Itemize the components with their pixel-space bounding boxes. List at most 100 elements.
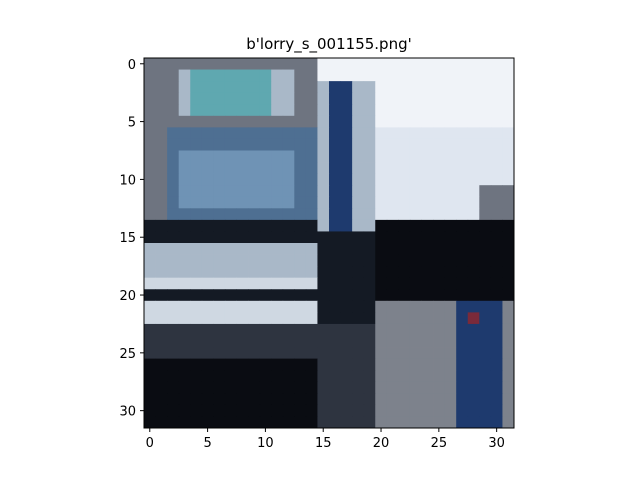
pixel-cell (456, 404, 469, 417)
pixel-cell (190, 416, 203, 429)
pixel-cell (305, 58, 318, 70)
pixel-cell (456, 335, 469, 348)
pixel-cell (167, 92, 180, 105)
pixel-cell (456, 138, 469, 151)
pixel-cell (352, 81, 365, 94)
pixel-cell (201, 219, 214, 232)
pixel-cell (467, 335, 480, 348)
pixel-cell (490, 115, 503, 128)
pixel-cell (259, 289, 272, 302)
pixel-cell (363, 231, 376, 244)
pixel-cell (294, 381, 307, 394)
pixel-cell (409, 416, 422, 429)
pixel-cell (352, 104, 365, 117)
pixel-cell (398, 81, 411, 94)
pixel-cell (282, 127, 295, 140)
pixel-cell (409, 92, 422, 105)
pixel-cell (224, 381, 237, 394)
pixel-cell (201, 185, 214, 198)
pixel-cell (317, 162, 330, 175)
pixel-cell (155, 196, 168, 209)
pixel-cell (479, 300, 492, 313)
pixel-cell (305, 69, 318, 82)
pixel-cell (421, 358, 434, 371)
pixel-cell (433, 416, 446, 429)
pixel-cell (224, 92, 237, 105)
pixel-cell (479, 138, 492, 151)
pixel-cell (190, 254, 203, 267)
pixel-cell (421, 416, 434, 429)
pixel-cell (144, 104, 156, 117)
pixel-cell (433, 347, 446, 360)
pixel-cell (282, 370, 295, 383)
pixel-cell (409, 231, 422, 244)
pixel-cell (363, 358, 376, 371)
pixel-cell (456, 104, 469, 117)
pixel-cell (352, 300, 365, 313)
pixel-cell (352, 185, 365, 198)
pixel-cell (317, 104, 330, 117)
pixel-cell (479, 335, 492, 348)
pixel-cell (317, 266, 330, 279)
pixel-cell (456, 173, 469, 186)
pixel-cell (479, 58, 492, 70)
pixel-cell (433, 231, 446, 244)
pixel-cell (248, 92, 261, 105)
pixel-cell (375, 81, 388, 94)
x-tick-label: 5 (203, 436, 211, 451)
pixel-cell (421, 127, 434, 140)
pixel-cell (444, 370, 457, 383)
pixel-cell (421, 393, 434, 406)
pixel-cell (317, 312, 330, 325)
pixel-cell (271, 266, 284, 279)
pixel-cell (502, 115, 515, 128)
pixel-cell (329, 69, 341, 82)
pixel-cell (502, 208, 515, 221)
pixel-cell (201, 335, 214, 348)
pixel-cell (155, 81, 168, 94)
pixel-cell (409, 81, 422, 94)
pixel-cell (502, 323, 515, 336)
pixel-cell (201, 69, 214, 82)
pixel-cell (329, 92, 341, 105)
pixel-cell (178, 196, 191, 209)
pixel-cell (305, 370, 318, 383)
pixel-cell (375, 150, 388, 163)
pixel-cell (490, 173, 503, 186)
pixel-cell (167, 381, 180, 394)
pixel-cell (213, 358, 226, 371)
pixel-cell (190, 323, 203, 336)
pixel-cell (294, 335, 307, 348)
pixel-cell (236, 196, 249, 209)
pixel-cell (282, 300, 295, 313)
pixel-cell (282, 138, 295, 151)
pixel-cell (502, 243, 515, 255)
pixel-cell (456, 92, 469, 105)
pixel-cell (282, 243, 295, 255)
pixel-cell (352, 243, 365, 255)
pixel-cell (329, 150, 341, 163)
pixel-cell (352, 335, 365, 348)
pixel-cell (340, 254, 353, 267)
pixel-cell (329, 162, 341, 175)
pixel-cell (259, 81, 272, 94)
pixel-cell (178, 347, 191, 360)
pixel-cell (224, 115, 237, 128)
pixel-cell (144, 196, 156, 209)
pixel-cell (479, 254, 492, 267)
pixel-cell (155, 393, 168, 406)
pixel-cell (144, 254, 156, 267)
pixel-cell (236, 231, 249, 244)
pixel-cell (271, 104, 284, 117)
pixel-cell (213, 162, 226, 175)
pixel-cell (456, 219, 469, 232)
pixel-cell (248, 277, 261, 290)
pixel-cell (386, 335, 399, 348)
pixel-cell (294, 243, 307, 255)
pixel-cell (363, 219, 376, 232)
pixel-cell (224, 104, 237, 117)
pixel-cell (502, 138, 515, 151)
pixel-cell (363, 347, 376, 360)
pixel-cell (248, 138, 261, 151)
pixel-cell (317, 300, 330, 313)
